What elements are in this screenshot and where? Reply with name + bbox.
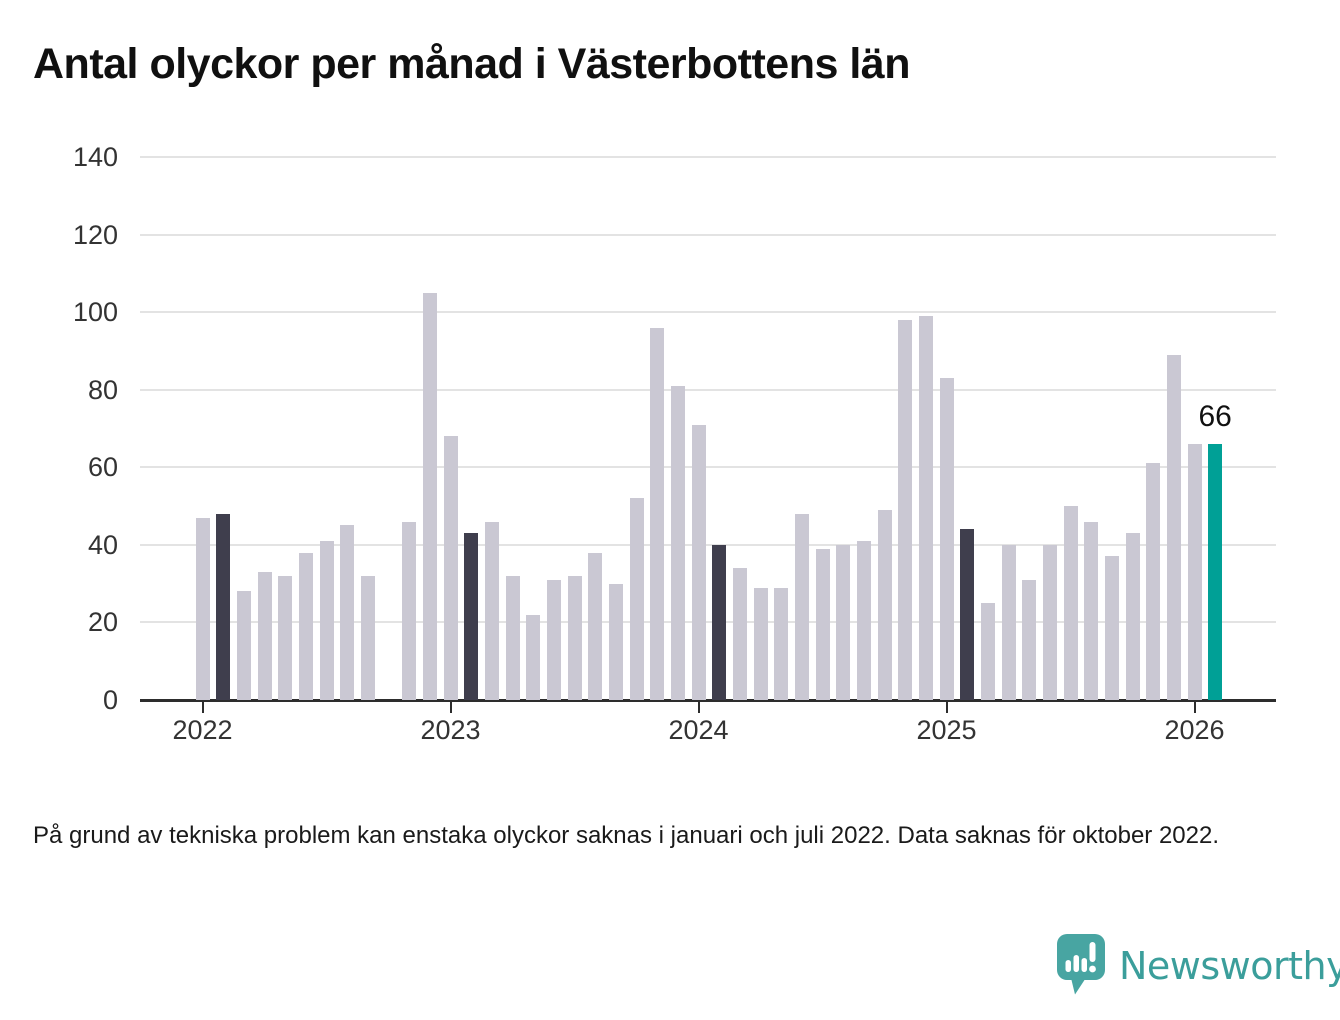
bar-2024-01 [691, 424, 706, 700]
bar-2025-10 [1125, 533, 1140, 700]
y-tick-label-120: 120 [72, 219, 118, 250]
chart-footnote: På grund av tekniska problem kan enstaka… [33, 822, 1220, 849]
x-axis-line [140, 699, 1276, 702]
x-tick-label-2026: 2026 [1164, 715, 1225, 745]
bar-2023-04 [505, 575, 520, 700]
bar-2023-01 [443, 436, 458, 700]
bar-2024-03 [732, 568, 747, 700]
bar-2024-10 [877, 509, 892, 700]
bar-2024-02 [712, 544, 727, 700]
bar-2022-03 [236, 591, 251, 700]
y-tick-label-140: 140 [72, 142, 118, 172]
x-tick-2023 [449, 700, 452, 713]
x-tick-label-2025: 2025 [916, 715, 977, 745]
bar-2024-05 [774, 587, 789, 700]
bar-2022-01 [195, 517, 210, 700]
gridline-120 [140, 233, 1276, 236]
gridline-20 [140, 621, 1276, 624]
bar-2025-12 [1166, 354, 1181, 700]
bar-2024-04 [753, 587, 768, 700]
bar-2022-04 [257, 572, 272, 700]
bar-2023-03 [484, 521, 499, 700]
bar-2024-12 [918, 316, 933, 700]
bar-2025-08 [1084, 521, 1099, 700]
bar-2022-02 [216, 513, 231, 700]
x-tick-2025 [945, 700, 948, 713]
y-tick-label-40: 40 [87, 529, 118, 560]
x-tick-label-2023: 2023 [420, 715, 481, 745]
bar-2024-08 [836, 544, 851, 700]
bar-2024-11 [898, 319, 913, 700]
newsworthy-wordmark: Newsworthy [1119, 943, 1340, 988]
x-tick-2026 [1193, 700, 1196, 713]
bar-2022-08 [340, 525, 355, 700]
bar-2022-12 [422, 292, 437, 700]
x-tick-label-2022: 2022 [172, 715, 233, 745]
gridline-40 [140, 543, 1276, 546]
gridline-80 [140, 388, 1276, 391]
latest-value-label: 66 [1198, 400, 1232, 433]
y-tick-label-20: 20 [87, 607, 118, 638]
newsworthy-logo: Newsworthy [1056, 933, 1340, 998]
newsworthy-logo-icon [1057, 934, 1105, 995]
bar-2025-09 [1104, 556, 1119, 700]
bar-2023-08 [588, 552, 603, 700]
bar-2022-11 [402, 521, 417, 700]
y-tick-label-60: 60 [87, 452, 118, 483]
x-tick-2022 [201, 700, 204, 713]
bar-2023-11 [650, 327, 665, 700]
bar-2024-06 [794, 513, 809, 700]
bar-2023-05 [526, 614, 541, 700]
bar-2025-06 [1042, 544, 1057, 700]
y-tick-label-0: 0 [102, 685, 118, 715]
bar-2025-05 [1022, 579, 1037, 700]
bar-2024-09 [856, 540, 871, 700]
bar-2025-03 [980, 603, 995, 700]
bar-2024-07 [815, 548, 830, 700]
y-tick-label-80: 80 [87, 374, 118, 405]
bar-2025-01 [939, 378, 954, 700]
bar-2023-09 [608, 583, 623, 700]
bar-2023-12 [670, 385, 685, 700]
gridline-140 [140, 156, 1276, 158]
bar-2025-11 [1146, 463, 1161, 700]
x-tick-2024 [697, 700, 700, 713]
bar-2025-07 [1063, 506, 1078, 700]
gridline-100 [140, 311, 1276, 314]
bar-2025-02 [960, 529, 975, 700]
y-tick-label-100: 100 [72, 297, 118, 328]
bar-2022-05 [278, 575, 293, 700]
bar-2023-06 [546, 579, 561, 700]
bar-2023-02 [464, 533, 479, 700]
bar-2026-01 [1187, 444, 1202, 700]
gridline-60 [140, 466, 1276, 469]
bar-2026-02 [1208, 444, 1223, 700]
bar-2023-07 [567, 575, 582, 700]
x-tick-label-2024: 2024 [668, 715, 729, 745]
bar-2022-07 [319, 540, 334, 700]
bar-2023-10 [629, 498, 644, 700]
bar-2022-06 [298, 552, 313, 700]
page-title: Antal olyckor per månad i Västerbottens … [33, 40, 910, 88]
bar-2022-09 [360, 575, 375, 700]
bar-2025-04 [1001, 544, 1016, 700]
